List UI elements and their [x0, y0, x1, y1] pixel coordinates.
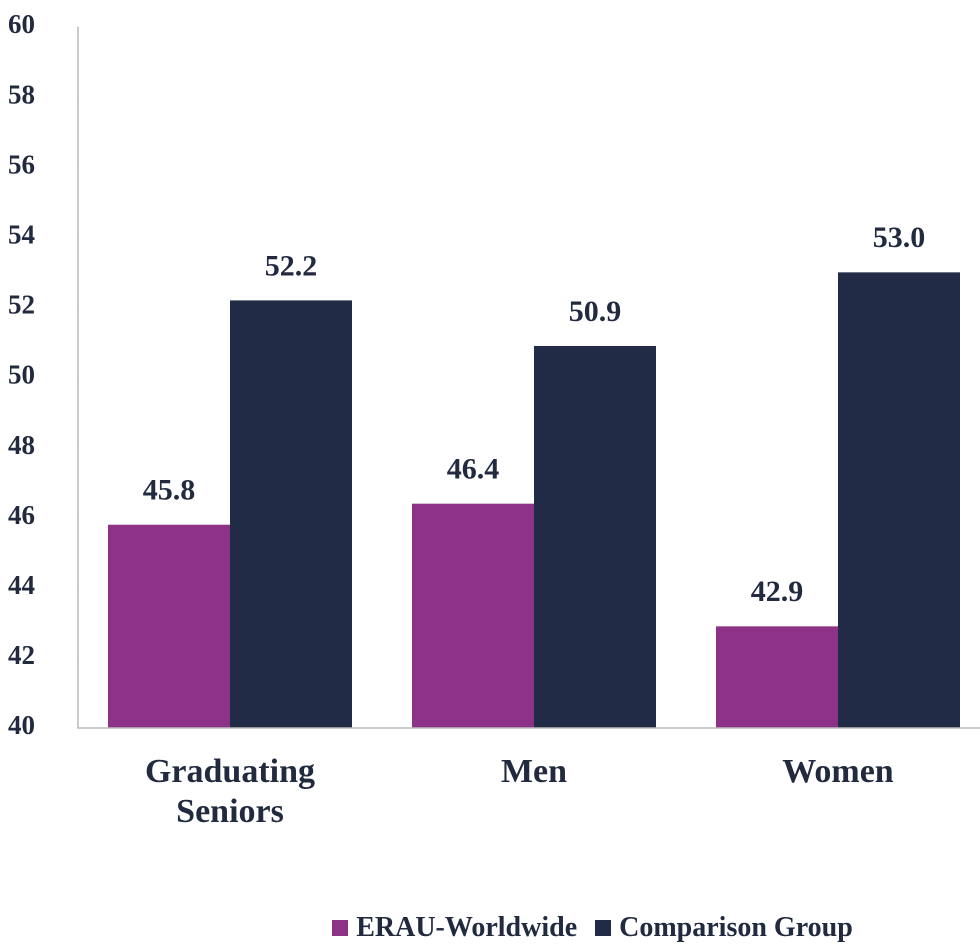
y-tick-label: 50 — [8, 360, 35, 390]
x-tick-label: Men — [500, 753, 568, 790]
y-tick-label: 42 — [8, 640, 35, 670]
legend-swatch — [595, 920, 612, 936]
y-tick-label: 58 — [8, 79, 35, 109]
bar — [534, 345, 656, 728]
x-tick-label: Women — [782, 753, 894, 790]
value-label: 52.2 — [265, 249, 318, 282]
bar — [108, 524, 230, 728]
legend-item: ERAU-Worldwide — [332, 912, 577, 944]
y-tick-label: 46 — [8, 500, 35, 530]
bar — [412, 503, 534, 728]
value-label: 50.9 — [569, 295, 622, 328]
y-tick-label: 48 — [8, 430, 35, 460]
bar — [230, 300, 352, 728]
value-label: 45.8 — [143, 474, 196, 507]
x-tick-label: Graduating Seniors — [144, 753, 316, 830]
y-tick-label: 52 — [8, 290, 35, 320]
y-tick-label: 54 — [8, 220, 35, 250]
y-tick-label: 56 — [8, 149, 35, 179]
bar — [716, 626, 838, 728]
y-tick-label: 40 — [8, 710, 35, 740]
value-label: 42.9 — [751, 575, 804, 608]
legend-label: Comparison Group — [619, 912, 853, 943]
bar — [838, 272, 960, 728]
legend: ERAU-Worldwide Comparison Group — [300, 912, 885, 944]
legend-label: ERAU-Worldwide — [356, 912, 578, 943]
y-tick-label: 60 — [8, 9, 35, 39]
value-label: 46.4 — [447, 453, 500, 486]
value-label: 53.0 — [873, 221, 926, 254]
legend-item: Comparison Group — [595, 912, 853, 944]
y-tick-label: 44 — [8, 570, 35, 600]
legend-swatch — [332, 920, 349, 936]
